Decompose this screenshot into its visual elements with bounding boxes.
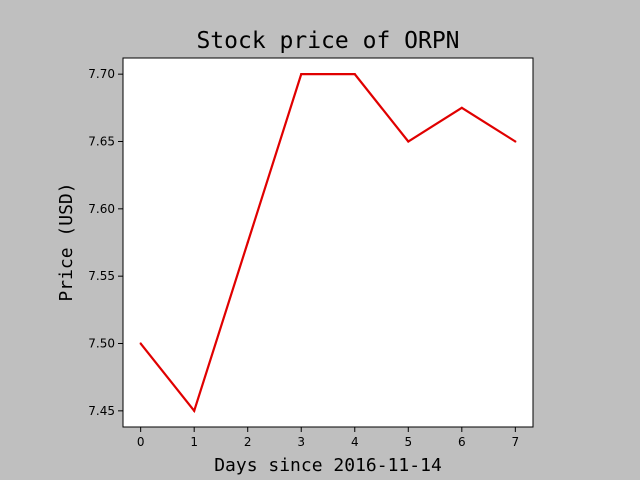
data-point (514, 140, 517, 143)
series-layer (139, 73, 517, 414)
x-tick-label: 2 (244, 435, 252, 449)
y-tick-label: 7.50 (88, 337, 115, 351)
y-tick-label: 7.60 (88, 202, 115, 216)
y-tick-label: 7.55 (88, 269, 115, 283)
data-point (246, 241, 249, 244)
plot-frame (122, 57, 534, 428)
data-point (193, 409, 196, 412)
x-tick-label: 1 (190, 435, 198, 449)
y-tick-label: 7.65 (88, 134, 115, 148)
data-point (353, 73, 356, 76)
plot-area (123, 58, 533, 427)
data-point (460, 106, 463, 109)
x-tick-label: 0 (137, 435, 145, 449)
x-axis-label: Days since 2016-11-14 (214, 455, 442, 476)
y-axis-label: Price (USD) (56, 182, 77, 301)
data-point (300, 73, 303, 76)
y-tick-label: 7.45 (88, 404, 115, 418)
chart-title: Stock price of ORPN (196, 28, 459, 54)
price-line (139, 73, 516, 414)
x-tick-label: 7 (512, 435, 520, 449)
y-tick-label: 7.70 (88, 67, 115, 81)
x-axis: 0 1 2 3 4 5 6 7 (137, 427, 519, 449)
y-axis: 7.45 7.50 7.55 7.60 7.65 7.70 (88, 67, 123, 418)
x-tick-label: 5 (404, 435, 412, 449)
x-tick-label: 3 (297, 435, 305, 449)
data-point (407, 140, 410, 143)
data-point (139, 342, 142, 345)
x-tick-label: 4 (351, 435, 359, 449)
x-tick-label: 6 (458, 435, 466, 449)
